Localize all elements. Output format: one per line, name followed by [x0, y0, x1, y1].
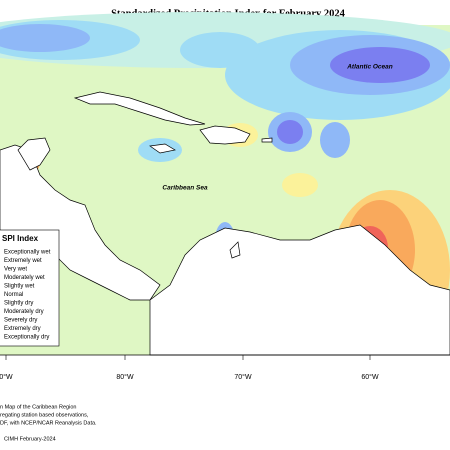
- longitude-label: 0°W: [0, 373, 13, 381]
- footnote: CIMH February-2024: [4, 436, 56, 442]
- longitude-labels: 0°W 80°W 70°W 60°W: [0, 355, 379, 381]
- sea-label: Caribbean Sea: [162, 185, 208, 192]
- legend-title: SPI Index: [2, 234, 39, 243]
- land: [0, 91, 450, 356]
- legend-label: Slightly dry: [4, 301, 33, 307]
- longitude-label: 60°W: [361, 373, 379, 381]
- longitude-label: 80°W: [116, 373, 134, 381]
- longitude-label: 70°W: [234, 373, 252, 381]
- legend-label: Slightly wet: [4, 284, 35, 290]
- legend-label: Moderately dry: [4, 309, 44, 315]
- legend-label: Exceptionally dry: [4, 335, 49, 341]
- footnote: regating station based observations,: [0, 412, 89, 418]
- legend-label: Severely dry: [4, 318, 37, 324]
- ocean-label: Atlantic Ocean: [346, 64, 393, 71]
- legend-label: Extremely dry: [4, 326, 41, 332]
- footnote: n Map of the Caribbean Region: [0, 404, 76, 410]
- legend-label: Very wet: [4, 267, 27, 273]
- footnote: DF, with NCEP/NCAR Reanalysis Data.: [0, 420, 97, 426]
- legend-label: Exceptionally wet: [4, 250, 51, 256]
- legend-label: Extremely wet: [4, 258, 42, 264]
- legend-label: Moderately wet: [4, 275, 45, 281]
- footnotes: n Map of the Caribbean Region regating st…: [0, 404, 97, 442]
- legend: SPI Index Exceptionally wet Extremely wet…: [0, 229, 60, 347]
- legend-label: Normal: [4, 292, 23, 298]
